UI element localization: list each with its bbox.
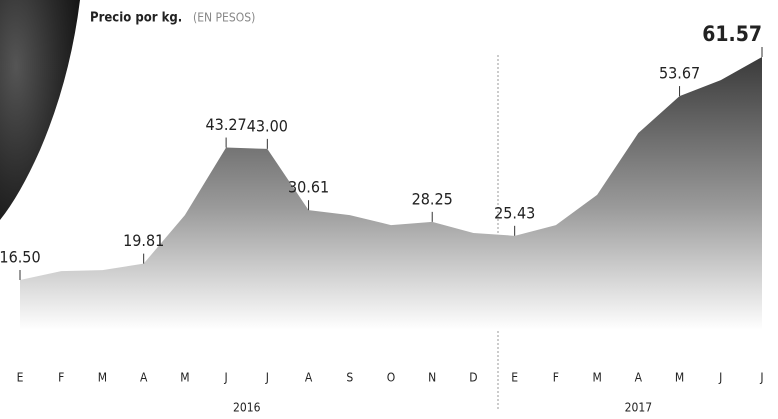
- month-label: E: [17, 371, 24, 385]
- month-label: J: [759, 371, 763, 385]
- month-label: A: [635, 371, 643, 385]
- value-label: 28.25: [412, 189, 453, 208]
- month-label: M: [180, 371, 189, 385]
- value-label: 53.67: [659, 64, 700, 83]
- price-area: [20, 57, 762, 330]
- month-label: J: [224, 371, 228, 385]
- month-label: F: [553, 371, 559, 385]
- chart-title: Precio por kg.: [90, 11, 182, 26]
- month-label: S: [346, 371, 353, 385]
- value-label: 43.27: [206, 115, 247, 134]
- month-label: J: [718, 371, 722, 385]
- value-label: 30.61: [288, 178, 329, 197]
- month-label: A: [140, 371, 148, 385]
- value-label: 61.57: [702, 22, 762, 46]
- year-label: 2016: [233, 401, 261, 415]
- value-label: 43.00: [247, 116, 288, 135]
- value-label: 25.43: [494, 203, 535, 222]
- month-label: E: [511, 371, 518, 385]
- month-label: M: [98, 371, 107, 385]
- value-label: 16.50: [0, 248, 41, 267]
- month-label: J: [265, 371, 269, 385]
- month-label: A: [305, 371, 313, 385]
- meat-image: [0, 0, 80, 220]
- year-label: 2017: [625, 401, 652, 415]
- chart-subtitle: (EN PESOS): [193, 11, 255, 25]
- month-label: D: [469, 371, 477, 385]
- month-label: N: [428, 371, 436, 385]
- month-label: O: [387, 371, 396, 385]
- month-label: M: [592, 371, 601, 385]
- value-label: 19.81: [123, 231, 164, 250]
- month-label: F: [58, 371, 64, 385]
- month-label: M: [675, 371, 684, 385]
